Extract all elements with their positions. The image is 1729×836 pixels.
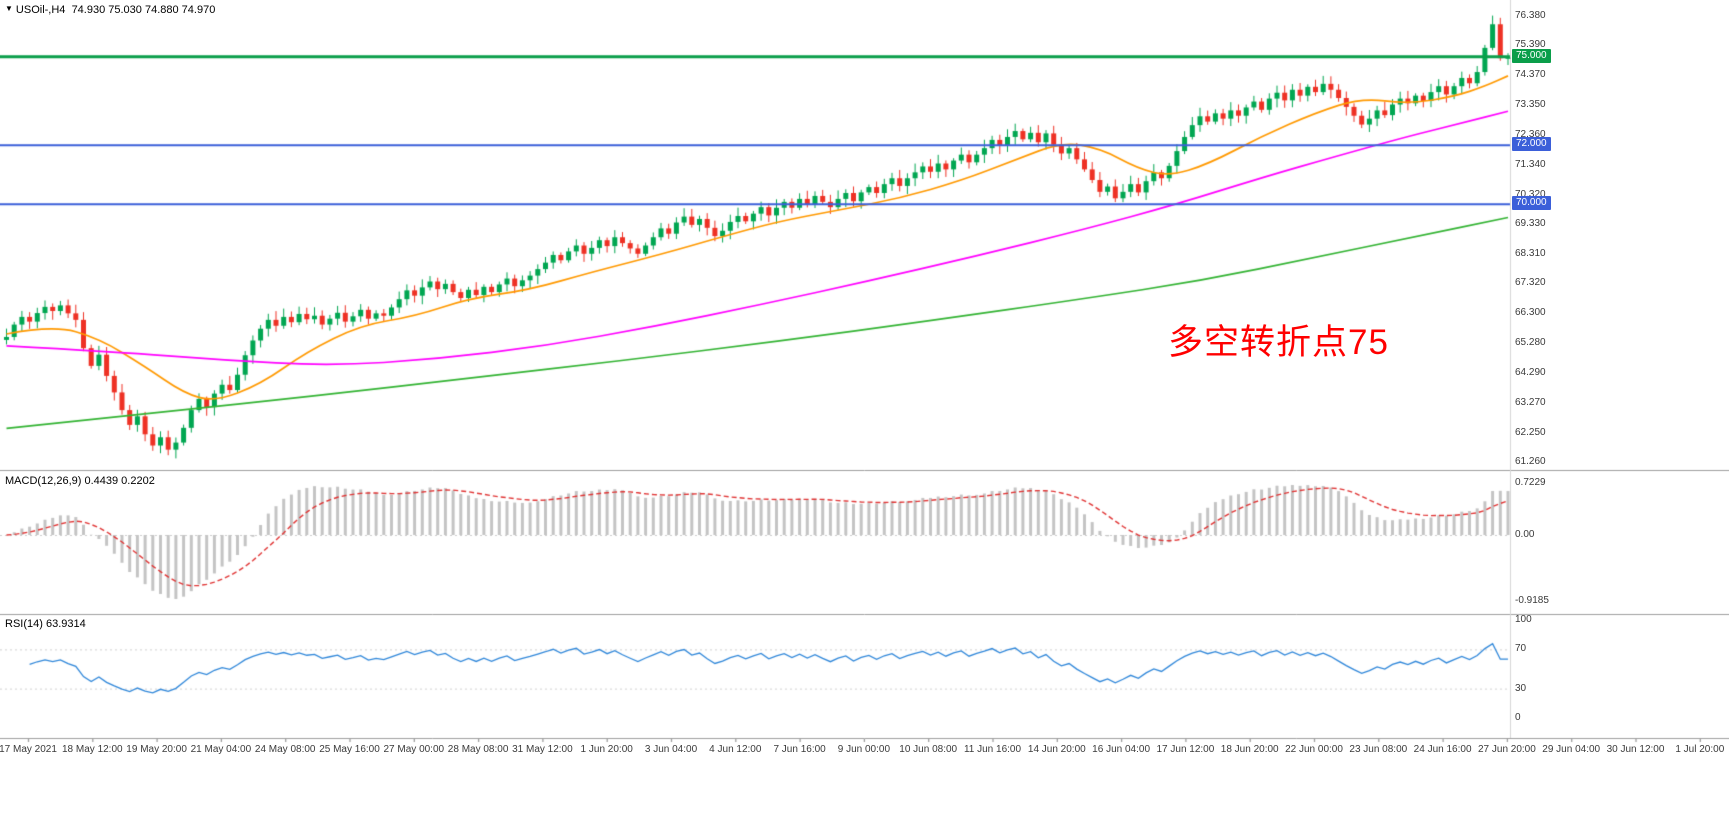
price-axis-label: 61.260 [1515,456,1546,468]
rsi-axis-label: 0 [1515,712,1521,723]
time-axis-label: 21 May 04:00 [190,744,252,755]
time-axis-label: 18 May 12:00 [61,744,123,755]
price-axis-label: 66.300 [1515,307,1546,319]
price-axis-label: 72.360 [1515,128,1546,140]
price-axis-label: 74.370 [1515,69,1546,81]
price-level-badge: 72.000 [1512,137,1551,152]
macd-axis-label: 0.7229 [1515,477,1546,488]
price-axis-label: 63.270 [1515,396,1546,408]
chart-title-bar: ▼ USOil-,H4 74.930 75.030 74.880 74.970 [5,4,215,16]
price-level-badge: 75.000 [1512,48,1551,63]
time-axis-label: 18 Jun 20:00 [1220,744,1279,755]
macd-panel[interactable] [0,470,1510,614]
ohlc-values-label: 74.930 75.030 74.880 74.970 [71,4,216,16]
price-axis[interactable]: 76.380 75.390 74.370 73.350 72.360 71.340 70.3… [1512,0,1728,739]
time-axis-label: 19 May 20:00 [126,744,187,755]
price-level-badge: 70.000 [1512,196,1551,211]
macd-axis-label: 0.00 [1515,529,1535,540]
symbol-timeframe-label: USOil-,H4 [15,4,66,16]
price-axis-label: 70.320 [1515,188,1546,200]
time-axis-label: 11 Jun 16:00 [963,744,1022,755]
price-axis-label: 76.380 [1515,10,1546,21]
rsi-axis-label: 100 [1515,614,1532,625]
time-axis-label: 14 Jun 20:00 [1027,744,1086,755]
price-axis-label: 69.330 [1515,217,1546,229]
symbol-marker-icon: ▼ [5,4,13,13]
rsi-indicator-label: RSI(14) 63.9314 [5,618,86,630]
time-axis-label: 30 Jun 12:00 [1606,744,1665,755]
time-axis-label: 29 Jun 04:00 [1542,744,1601,755]
time-axis-label: 27 Jun 20:00 [1477,744,1536,755]
time-axis-label: 23 Jun 08:00 [1349,744,1408,755]
time-axis-label: 17 May 2021 [0,744,57,755]
time-axis-label: 7 Jun 16:00 [773,744,826,755]
time-axis-label: 1 Jul 20:00 [1675,744,1725,755]
time-axis-label: 3 Jun 04:00 [644,744,698,755]
price-axis-label: 71.340 [1515,158,1546,170]
price-axis-label: 65.280 [1515,337,1546,349]
time-axis-label: 24 May 08:00 [254,744,316,755]
time-axis-label: 4 Jun 12:00 [709,744,762,755]
time-axis-label: 1 Jun 20:00 [580,744,633,755]
annotation-text[interactable]: 多空转折点75 [1168,323,1389,362]
time-axis-label: 24 Jun 16:00 [1413,744,1472,755]
price-axis-label: 62.250 [1515,426,1546,438]
main-chart-panel[interactable] [0,0,1510,470]
time-axis[interactable]: 17 May 2021 18 May 12:00 19 May 20:00 21 Ma… [0,739,1729,761]
rsi-panel[interactable] [0,614,1510,738]
time-axis-label: 16 Jun 04:00 [1092,744,1151,755]
time-axis-label: 27 May 00:00 [383,744,445,755]
time-axis-label: 10 Jun 08:00 [899,744,958,755]
time-axis-label: 25 May 16:00 [319,744,380,755]
macd-axis-label: -0.9185 [1515,595,1549,606]
price-axis-label: 67.320 [1515,277,1546,289]
time-axis-label: 9 Jun 00:00 [837,744,891,755]
macd-indicator-label: MACD(12,26,9) 0.4439 0.2202 [5,475,155,487]
time-axis-label: 31 May 12:00 [512,744,573,755]
rsi-axis-label: 70 [1515,643,1527,655]
price-axis-label: 75.390 [1515,39,1546,51]
time-axis-label: 17 Jun 12:00 [1156,744,1215,755]
price-axis-label: 73.350 [1515,99,1546,111]
time-axis-label: 22 Jun 00:00 [1285,744,1343,755]
rsi-axis-label: 30 [1515,682,1527,694]
time-axis-label: 28 May 08:00 [447,744,509,755]
price-axis-label: 68.310 [1515,248,1546,260]
price-axis-label: 64.290 [1515,366,1546,378]
